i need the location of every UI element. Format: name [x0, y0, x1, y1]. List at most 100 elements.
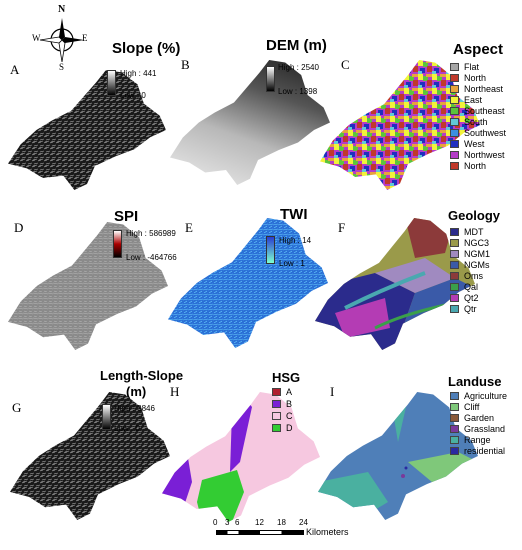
hsg-swatch [272, 388, 281, 396]
panel-a-title: Slope (%) [112, 40, 181, 57]
scale-bar: 0 3 6 12 18 24 Kilometers [210, 518, 370, 544]
scale-tick-3: 3 [225, 518, 230, 527]
compass-s: S [59, 62, 65, 72]
panel-b-title: DEM (m) [266, 37, 327, 54]
landuse-swatch [450, 392, 459, 400]
hsg-label: C [286, 411, 293, 421]
slope-legend-ramp [107, 70, 116, 96]
aspect-swatch [450, 96, 459, 104]
aspect-legend: Flat North Northeast East Southeast Sout… [450, 62, 522, 175]
ls-legend-ramp [102, 404, 111, 430]
panel-d-letter: D [14, 220, 24, 235]
panel-e-title: TWI [280, 206, 308, 223]
panel-g-title-line1: Length-Slope [100, 368, 184, 383]
landuse-label: Range [464, 435, 491, 445]
landuse-label: Grassland [464, 424, 506, 434]
north-arrow-compass: N S E W [32, 4, 92, 74]
geology-swatch [450, 239, 459, 247]
scale-tick-18: 18 [277, 518, 286, 527]
geology-swatch [450, 261, 459, 269]
slope-low-label: Low : 0 [120, 91, 146, 100]
landuse-swatch [450, 436, 459, 444]
aspect-swatch [450, 162, 459, 170]
aspect-swatch [450, 85, 459, 93]
panel-g-title-line2: (m) [126, 384, 147, 399]
panel-f-title: Geology [448, 208, 501, 223]
spi-map [8, 222, 168, 350]
aspect-swatch [450, 129, 459, 137]
aspect-label: East [464, 95, 483, 105]
scale-tick-24: 24 [299, 518, 308, 527]
panel-f-letter: F [338, 220, 346, 235]
geology-legend: MDT NGC3 NGM1 NGMs Oms Qal Qt2 Qtr [450, 227, 522, 318]
landuse-label: Garden [464, 413, 495, 423]
twi-low-label: Low : 1 [279, 259, 305, 268]
spi-legend-ramp [113, 230, 122, 258]
landuse-swatch [450, 425, 459, 433]
spi-high-label: High : 586989 [126, 229, 176, 238]
geology-swatch [450, 272, 459, 280]
panel-g-letter: G [12, 400, 22, 415]
panel-a-letter: A [10, 62, 20, 77]
panel-d-title: SPI [114, 208, 139, 225]
ls-high-label: High : 3846 [114, 404, 155, 413]
hsg-label: B [286, 399, 293, 409]
hsg-label: D [286, 423, 293, 433]
panel-c-title: Aspect [453, 41, 504, 58]
aspect-swatch [450, 63, 459, 71]
dem-legend-ramp [266, 66, 275, 92]
geology-swatch [450, 305, 459, 313]
aspect-label: Southwest [464, 128, 507, 138]
aspect-swatch [450, 151, 459, 159]
aspect-label: Flat [464, 62, 480, 72]
compass-n: N [58, 4, 66, 15]
compass-e: E [82, 33, 88, 43]
landuse-label: residential [464, 446, 506, 456]
geology-label: NGC3 [464, 238, 490, 248]
landuse-swatch [450, 447, 459, 455]
scale-bar-graphic [216, 530, 304, 535]
aspect-label: Northwest [464, 150, 505, 160]
geology-label: MDT [464, 227, 484, 237]
compass-rose-icon [39, 18, 84, 63]
slope-high-label: High : 441 [120, 69, 157, 78]
twi-high-label: High : 14 [279, 236, 312, 245]
dem-map [170, 60, 330, 185]
panel-c-letter: C [341, 57, 350, 72]
scale-tick-0: 0 [213, 518, 218, 527]
scale-tick-12: 12 [255, 518, 264, 527]
aspect-swatch [450, 118, 459, 126]
dem-high-label: High : 2540 [278, 63, 319, 72]
hsg-swatch [272, 424, 281, 432]
hsg-swatch [272, 400, 281, 408]
slope-map [8, 70, 166, 190]
geology-swatch [450, 228, 459, 236]
hsg-label: A [286, 387, 293, 397]
aspect-swatch [450, 140, 459, 148]
hsg-swatch [272, 412, 281, 420]
aspect-swatch [450, 107, 459, 115]
landuse-legend: Agriculture Cliff Garden Grassland Range… [450, 391, 522, 462]
scale-tick-6: 6 [235, 518, 240, 527]
twi-legend-ramp [266, 236, 275, 264]
panel-i-letter: I [330, 384, 335, 399]
aspect-label: North [464, 73, 487, 83]
geology-label: NGMs [464, 260, 490, 270]
panel-h-letter: H [170, 384, 180, 399]
aspect-label: West [464, 139, 485, 149]
aspect-label: Southeast [464, 106, 505, 116]
landuse-swatch [450, 403, 459, 411]
panel-b-letter: B [181, 57, 190, 72]
geology-label: NGM1 [464, 249, 491, 259]
compass-w: W [32, 33, 41, 43]
geology-label: Oms [464, 271, 483, 281]
geology-label: Qt2 [464, 293, 479, 303]
panel-e-letter: E [185, 220, 193, 235]
aspect-label: South [464, 117, 488, 127]
landuse-swatch [450, 414, 459, 422]
geology-swatch [450, 294, 459, 302]
geology-swatch [450, 250, 459, 258]
panel-i-title: Landuse [448, 374, 502, 389]
ls-low-label: Low : 0 [114, 424, 140, 433]
landuse-label: Cliff [464, 402, 480, 412]
